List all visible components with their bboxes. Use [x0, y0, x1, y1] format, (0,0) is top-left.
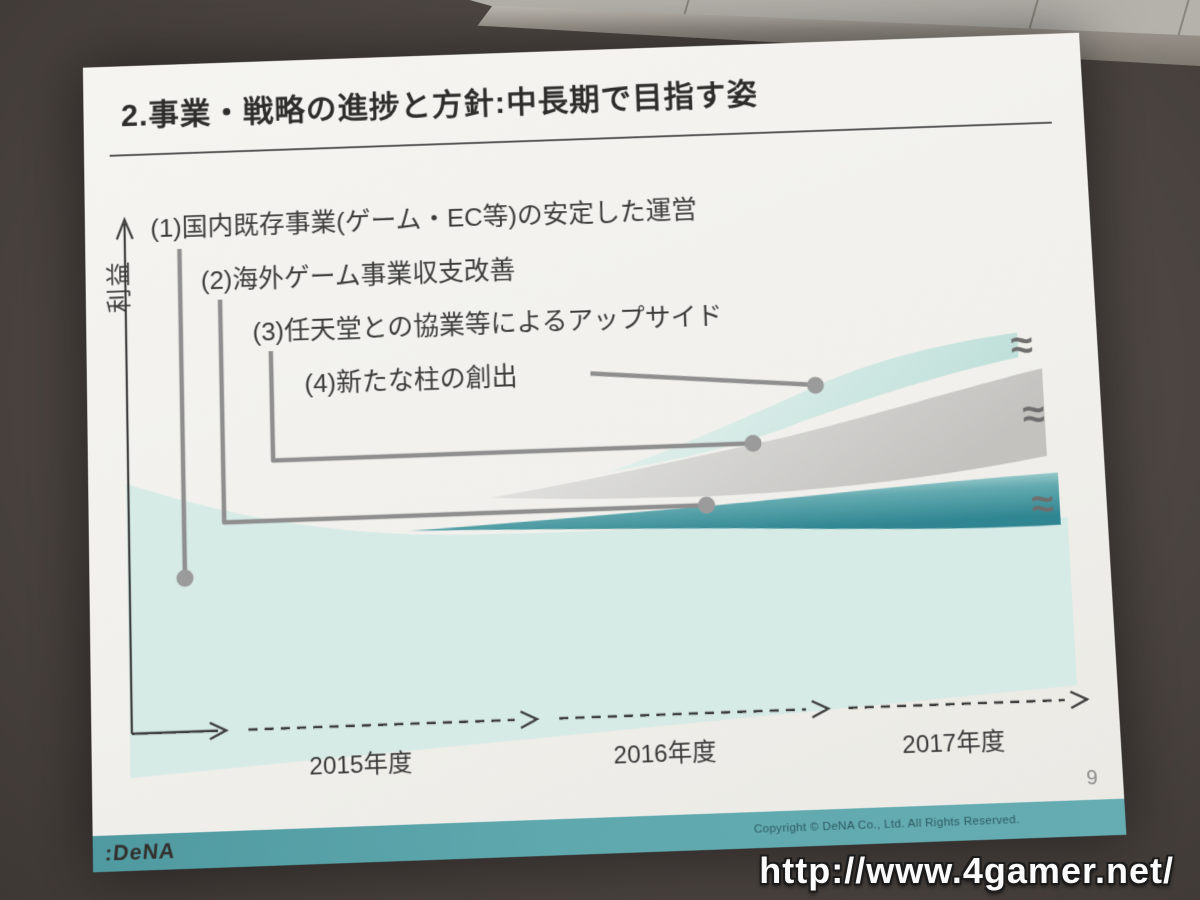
layer-label-4: (4)新たな柱の創出 — [304, 361, 518, 399]
x-tick-label-2017: 2017年度 — [901, 727, 1006, 760]
watermark-url: http://www.4gamer.net/ — [759, 850, 1174, 891]
area-layer-1-domestic — [126, 450, 1081, 779]
continuation-tilde-icon: ≈ — [1021, 392, 1045, 437]
leader-dot-3 — [744, 435, 762, 452]
leader-dot-2 — [697, 496, 716, 514]
dena-logo: :DeNA — [104, 839, 177, 866]
profit-area-chart: ≈ ≈ ≈ — [83, 33, 1126, 779]
area-layer-4-new-pillar — [604, 332, 1024, 472]
y-axis-label: 利益 — [105, 259, 134, 314]
leader-dot-4 — [806, 376, 825, 395]
area-layer-3-nintendo — [486, 368, 1049, 505]
leader-line-4 — [590, 366, 809, 393]
x-tick-label-2016: 2016年度 — [613, 738, 717, 770]
area-layer-2-overseas — [409, 472, 1061, 549]
leader-dot-1 — [176, 569, 194, 588]
x-axis-arrowhead-icon — [1070, 691, 1087, 708]
page-number: 9 — [1085, 766, 1099, 790]
x-tick-label-2015: 2015年度 — [309, 749, 413, 781]
continuation-tilde-icon: ≈ — [1010, 323, 1034, 368]
continuation-tilde-icon: ≈ — [1030, 481, 1054, 526]
presentation-slide: 2.事業・戦略の進捗と方針:中長期で目指す姿 — [82, 32, 1127, 873]
